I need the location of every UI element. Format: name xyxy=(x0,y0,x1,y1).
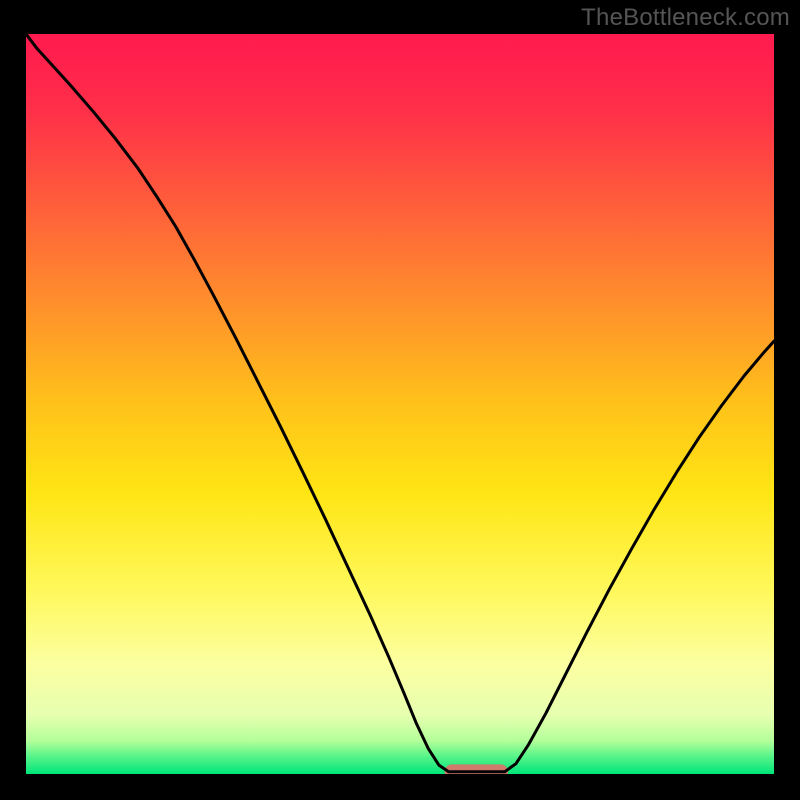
watermark-text: TheBottleneck.com xyxy=(581,4,790,32)
chart-frame: TheBottleneck.com xyxy=(0,0,800,800)
plot-area xyxy=(26,34,774,774)
gradient-background xyxy=(26,34,774,774)
plot-svg xyxy=(26,34,774,774)
